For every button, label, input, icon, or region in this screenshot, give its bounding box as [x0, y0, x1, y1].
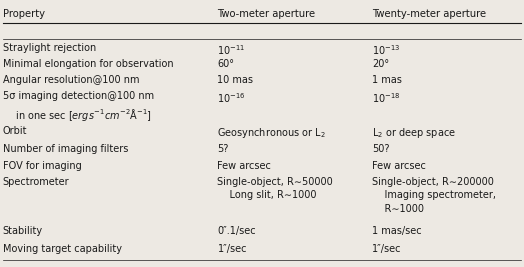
Text: Minimal elongation for observation: Minimal elongation for observation [3, 59, 173, 69]
Text: 1 mas: 1 mas [372, 75, 402, 85]
Text: Number of imaging filters: Number of imaging filters [3, 144, 128, 154]
Text: 50?: 50? [372, 144, 389, 154]
Text: $10^{-18}$: $10^{-18}$ [372, 91, 400, 105]
Text: 20°: 20° [372, 59, 389, 69]
Text: Few arcsec: Few arcsec [217, 161, 271, 171]
Text: 1 mas/sec: 1 mas/sec [372, 226, 422, 235]
Text: Angular resolution@100 nm: Angular resolution@100 nm [3, 75, 139, 85]
Text: L$_2$ or deep space: L$_2$ or deep space [372, 126, 456, 140]
Text: Moving target capability: Moving target capability [3, 244, 122, 254]
Text: Spectrometer: Spectrometer [3, 177, 69, 187]
Text: Property: Property [3, 9, 45, 19]
Text: 5?: 5? [217, 144, 229, 154]
Text: Straylight rejection: Straylight rejection [3, 43, 96, 53]
Text: Single-object, R∼200000
    Imaging spectrometer,
    R∼1000: Single-object, R∼200000 Imaging spectrom… [372, 177, 496, 214]
Text: 10 mas: 10 mas [217, 75, 254, 85]
Text: Single-object, R∼50000
    Long slit, R∼1000: Single-object, R∼50000 Long slit, R∼1000 [217, 177, 333, 200]
Text: 5σ imaging detection@100 nm
    in one sec [$ergs^{-1}cm^{-2}$Å$^{-1}$]: 5σ imaging detection@100 nm in one sec [… [3, 91, 154, 123]
Text: 60°: 60° [217, 59, 234, 69]
Text: $10^{-16}$: $10^{-16}$ [217, 91, 246, 105]
Text: 0″.1/sec: 0″.1/sec [217, 226, 256, 235]
Text: Two-meter aperture: Two-meter aperture [217, 9, 315, 19]
Text: $10^{-11}$: $10^{-11}$ [217, 43, 246, 57]
Text: Few arcsec: Few arcsec [372, 161, 426, 171]
Text: 1″/sec: 1″/sec [217, 244, 247, 254]
Text: Twenty-meter aperture: Twenty-meter aperture [372, 9, 486, 19]
Text: FOV for imaging: FOV for imaging [3, 161, 81, 171]
Text: Geosynchronous or L$_2$: Geosynchronous or L$_2$ [217, 126, 326, 140]
Text: Orbit: Orbit [3, 126, 27, 136]
Text: Stability: Stability [3, 226, 43, 235]
Text: 1″/sec: 1″/sec [372, 244, 401, 254]
Text: $10^{-13}$: $10^{-13}$ [372, 43, 400, 57]
